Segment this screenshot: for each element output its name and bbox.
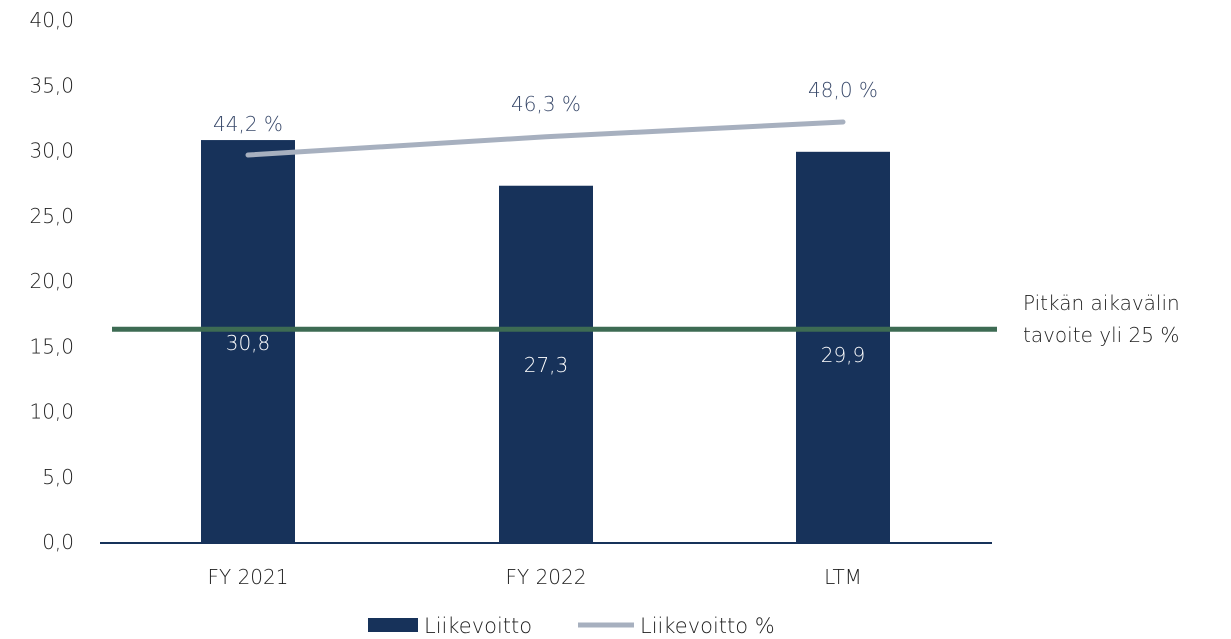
x-axis-categories: FY 2021 FY 2022 LTM bbox=[208, 565, 862, 589]
x-tick-label: FY 2021 bbox=[208, 565, 289, 589]
y-tick-label: 30,0 bbox=[29, 139, 74, 163]
legend: Liikevoitto Liikevoitto % bbox=[368, 614, 775, 638]
y-tick-label: 20,0 bbox=[29, 269, 74, 293]
y-tick-label: 35,0 bbox=[29, 73, 74, 97]
y-tick-label: 10,0 bbox=[29, 400, 74, 424]
percent-value-label: 48,0 % bbox=[808, 78, 878, 102]
percent-value-label: 46,3 % bbox=[511, 92, 581, 116]
bar-value-label: 30,8 bbox=[226, 331, 271, 355]
y-tick-label: 5,0 bbox=[42, 465, 74, 489]
bar bbox=[201, 140, 295, 542]
target-label-line2: tavoite yli 25 % bbox=[1023, 323, 1179, 347]
x-tick-label: FY 2022 bbox=[506, 565, 587, 589]
target-label-line1: Pitkän aikavälin bbox=[1023, 291, 1180, 315]
legend-line-label: Liikevoitto % bbox=[640, 614, 775, 638]
percent-line bbox=[245, 119, 846, 158]
percent-data-labels: 44,2 % 46,3 % 48,0 % bbox=[213, 78, 878, 136]
bar bbox=[796, 151, 890, 542]
bar-value-label: 27,3 bbox=[524, 353, 569, 377]
bar-series bbox=[201, 140, 890, 543]
x-tick-label: LTM bbox=[824, 565, 862, 589]
percent-line-series bbox=[245, 119, 846, 158]
y-tick-label: 25,0 bbox=[29, 204, 74, 228]
legend-bar-label: Liikevoitto bbox=[424, 614, 532, 638]
bar-data-labels: 30,8 27,3 29,9 bbox=[226, 331, 866, 377]
y-axis-ticks: 0,0 5,0 10,0 15,0 20,0 25,0 30,0 35,0 40,0 bbox=[29, 8, 74, 554]
bar-value-label: 29,9 bbox=[821, 343, 866, 367]
bar bbox=[499, 185, 593, 543]
y-tick-label: 40,0 bbox=[29, 8, 74, 32]
percent-value-label: 44,2 % bbox=[213, 112, 283, 136]
y-tick-label: 0,0 bbox=[42, 530, 74, 554]
y-tick-label: 15,0 bbox=[29, 334, 74, 358]
legend-bar-swatch bbox=[368, 618, 418, 632]
